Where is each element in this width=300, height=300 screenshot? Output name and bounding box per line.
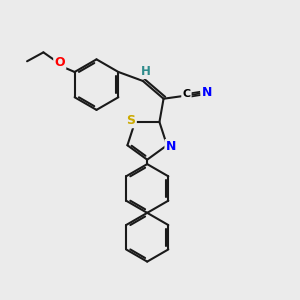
Text: O: O xyxy=(54,56,65,69)
Text: N: N xyxy=(202,86,212,99)
Text: C: C xyxy=(182,89,190,99)
Text: H: H xyxy=(141,65,151,78)
Text: S: S xyxy=(127,114,136,127)
Text: N: N xyxy=(166,140,176,153)
